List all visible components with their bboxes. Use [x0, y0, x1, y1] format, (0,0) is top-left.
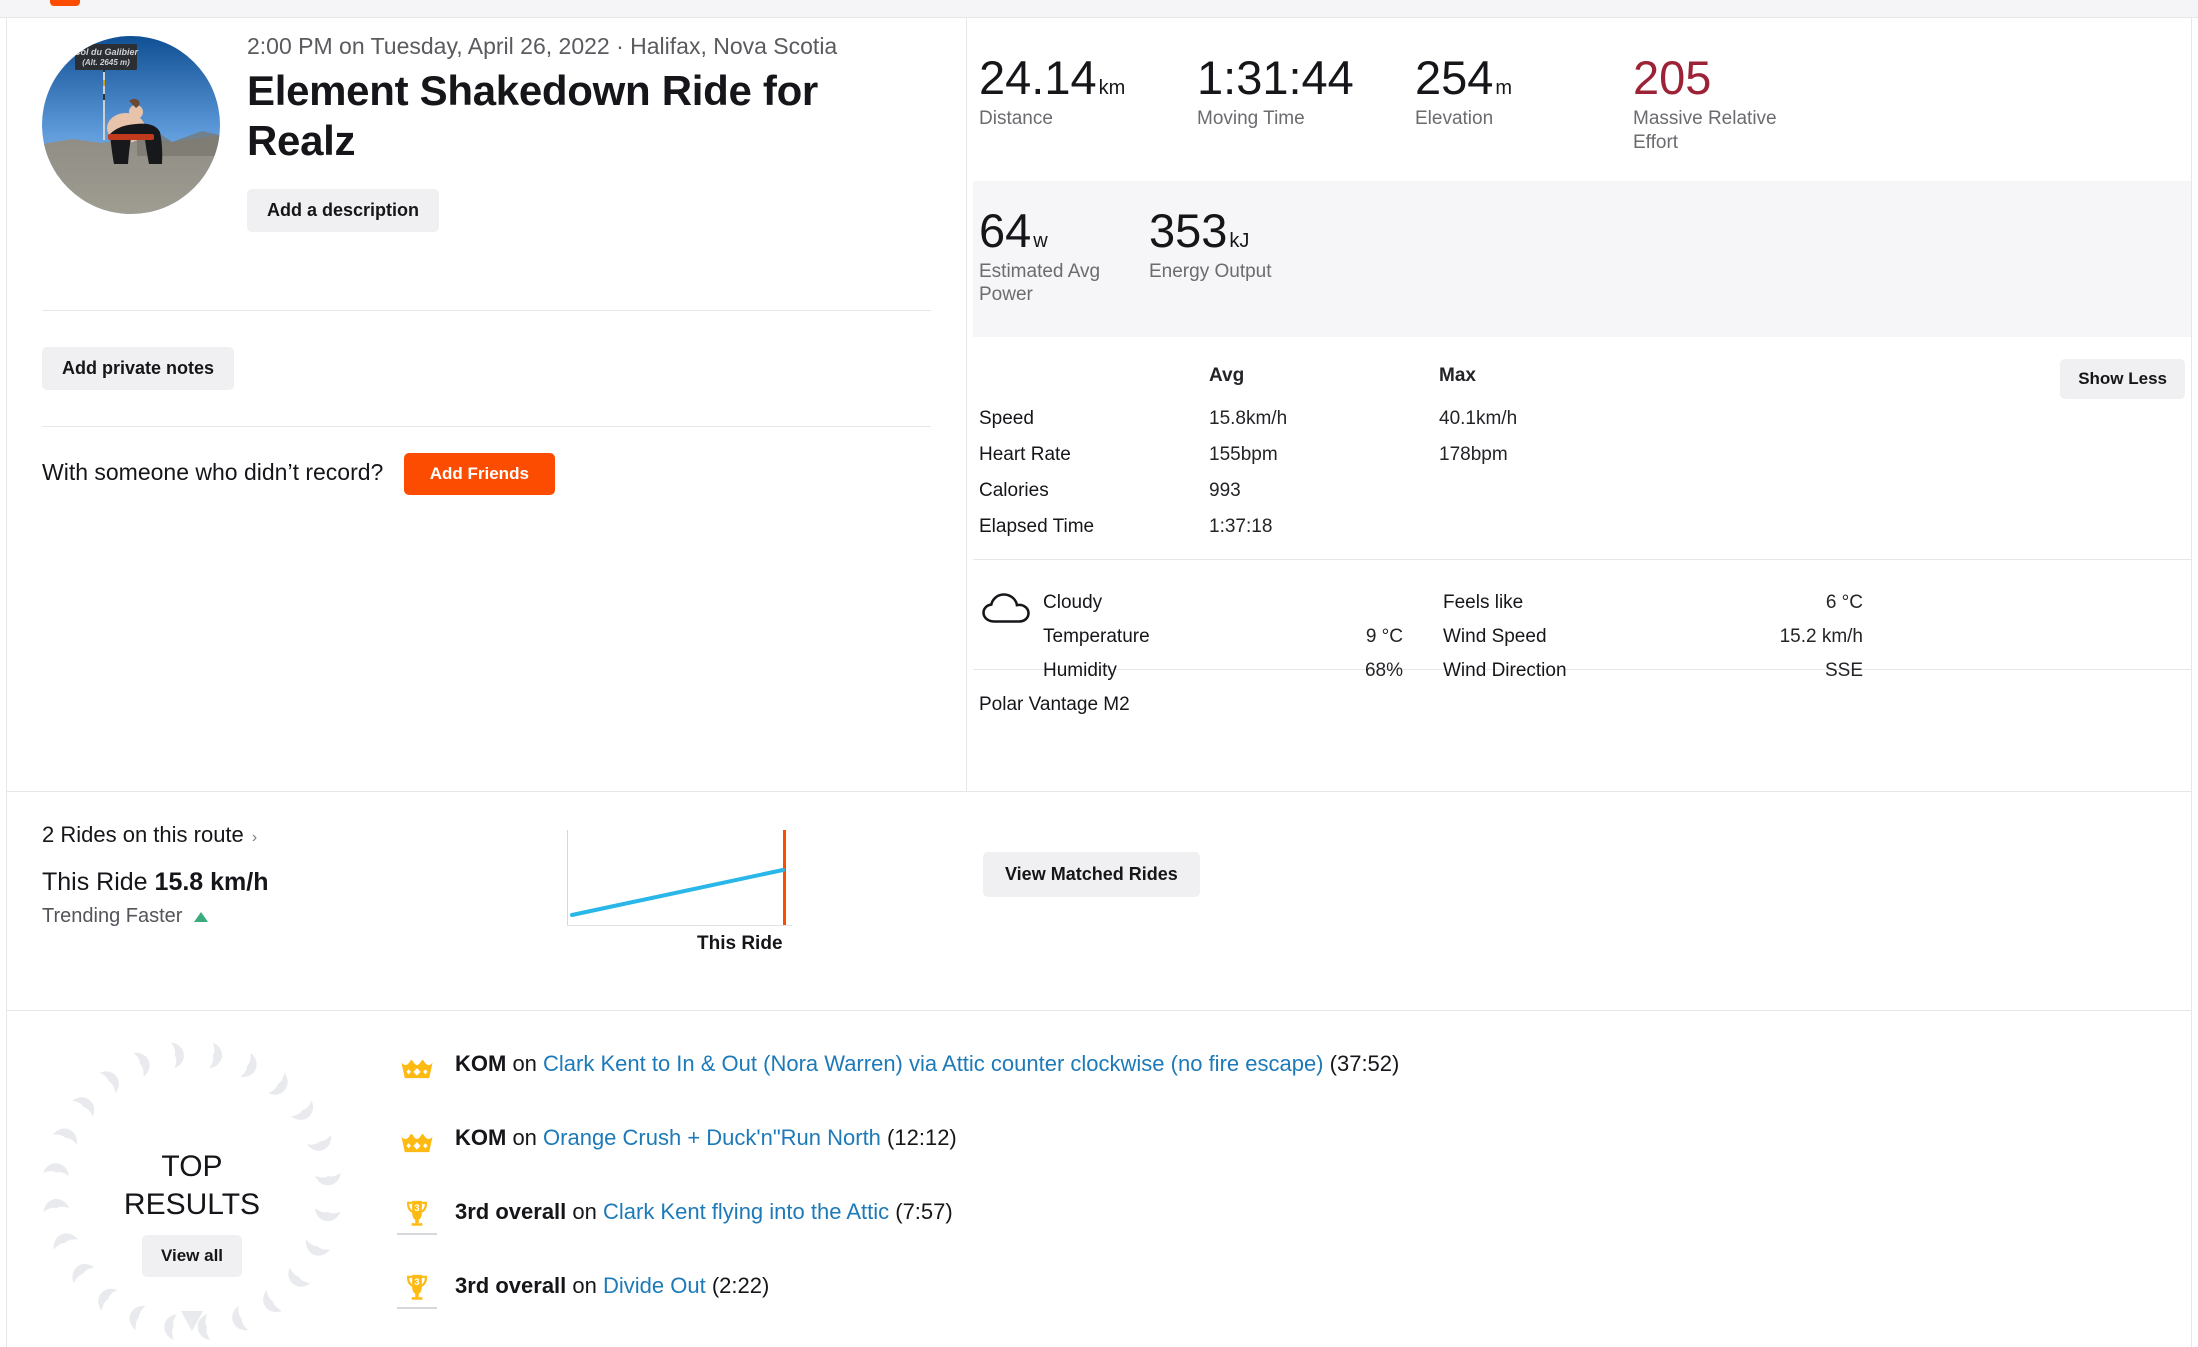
svg-text:(Alt. 2645 m): (Alt. 2645 m)	[82, 58, 130, 67]
svg-text:3: 3	[414, 1203, 419, 1213]
svg-text:3: 3	[414, 1277, 419, 1287]
svg-text:Col du Galibier: Col du Galibier	[74, 47, 139, 57]
